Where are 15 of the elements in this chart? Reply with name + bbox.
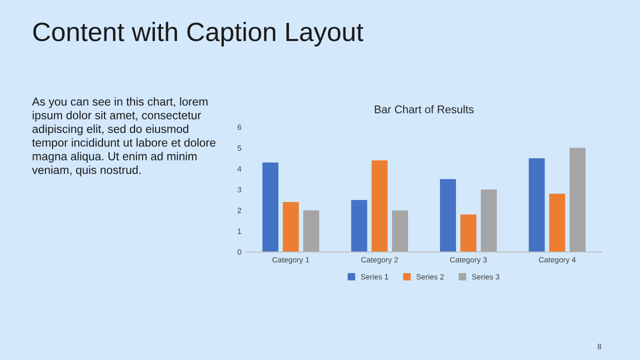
bar: [262, 162, 278, 252]
bar: [303, 210, 320, 252]
text: Content with Caption Layout: [33, 22, 364, 46]
bar: [392, 210, 408, 252]
text: As you can see in this chart, lorem ipsum dolor sit amet, consectetur adipiscing elit, sed do eiusmod tempor incididunt ut labore et dolore magna aliqua. Ut enim ad minim veniam, quis nostrud.: [32, 97, 216, 176]
bar: [480, 190, 497, 252]
bar: [372, 160, 388, 252]
chart-title: Bar Chart of Results: [374, 105, 474, 114]
bar: [440, 179, 456, 252]
bar: [460, 214, 476, 252]
bar: [351, 200, 368, 252]
bar: [549, 194, 566, 252]
bar: [528, 158, 545, 252]
bar: [570, 148, 586, 252]
bar: [282, 202, 299, 252]
